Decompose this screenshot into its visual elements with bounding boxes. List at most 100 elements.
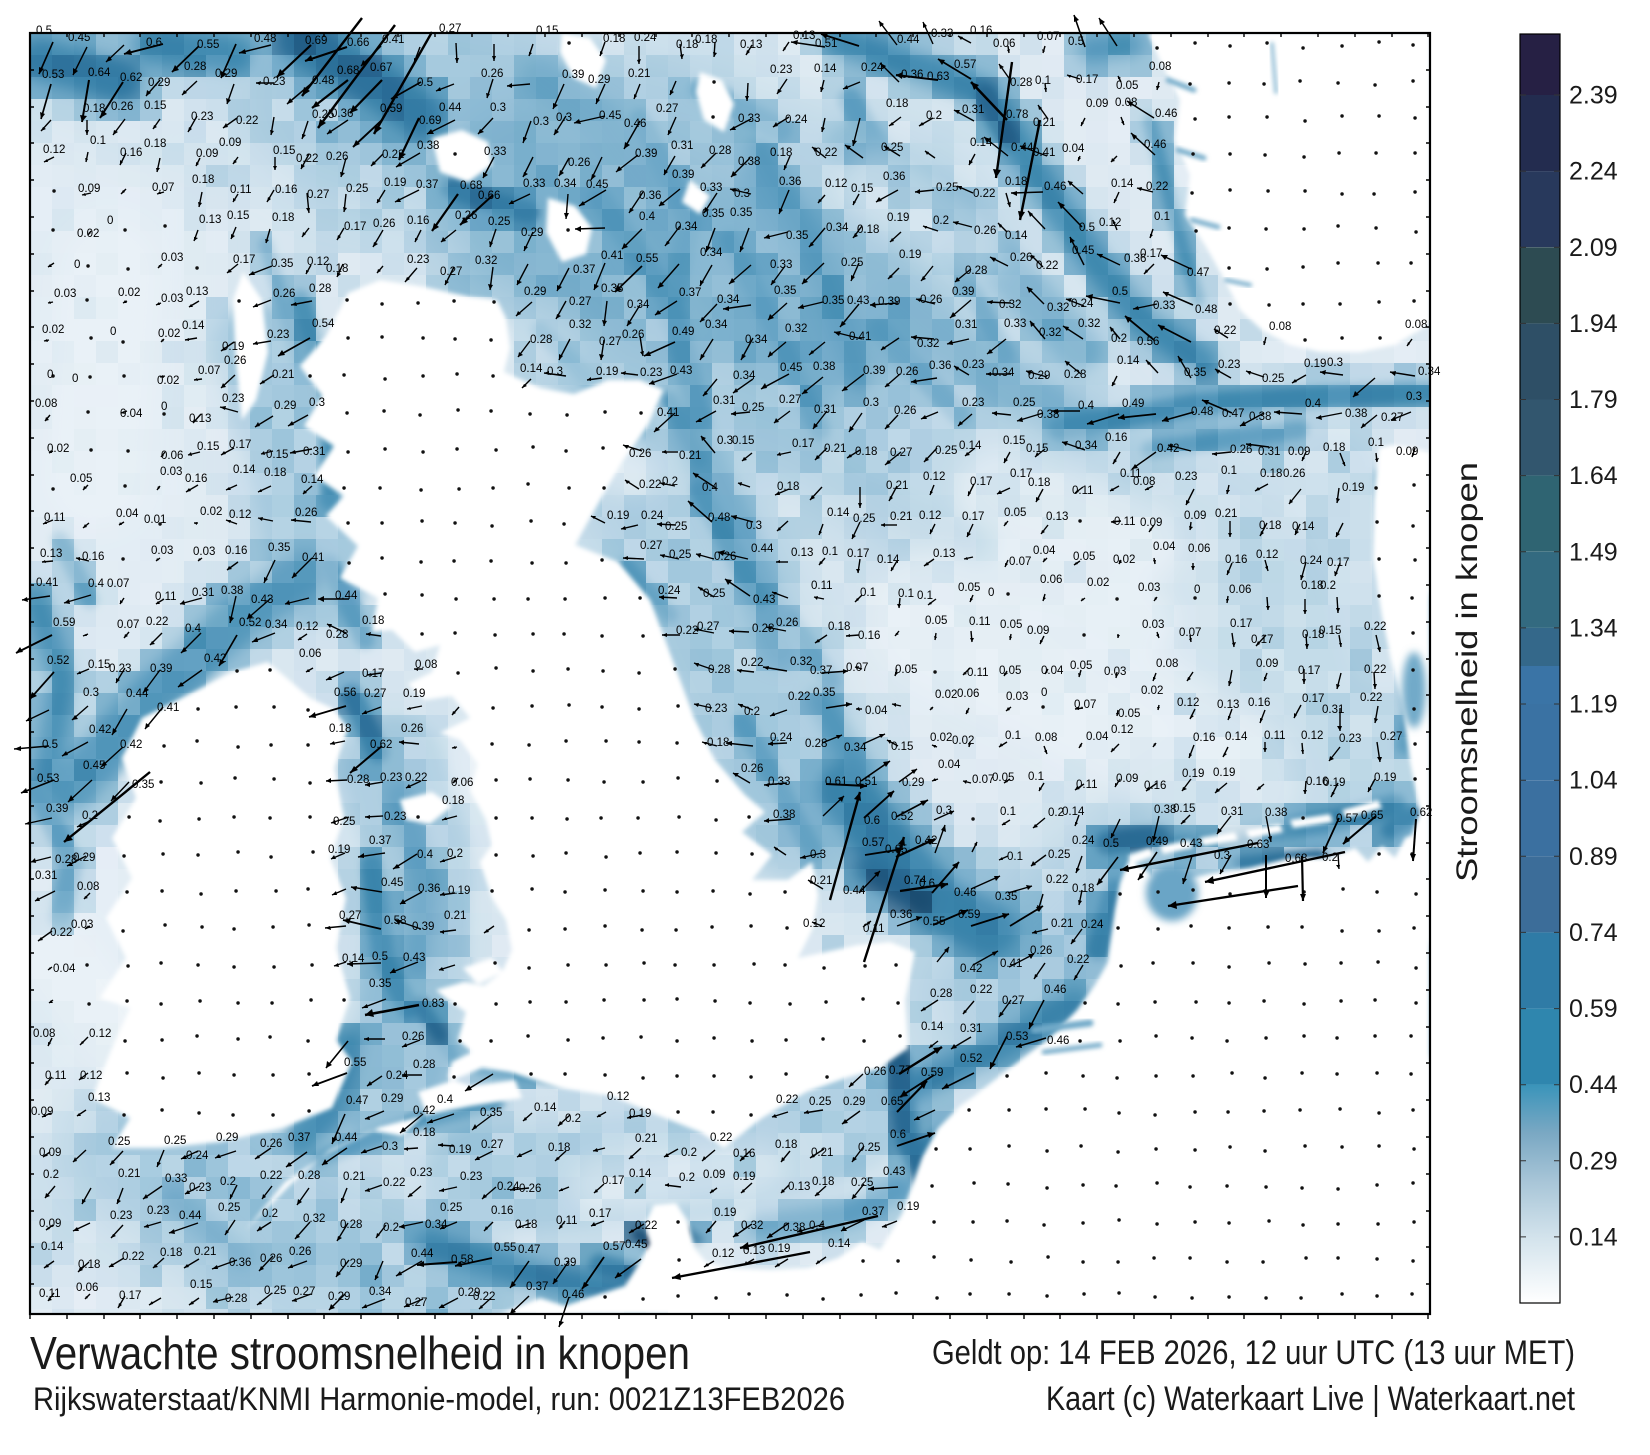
svg-text:0.36: 0.36 (331, 108, 353, 120)
svg-text:0.14: 0.14 (342, 953, 365, 965)
svg-text:0.25: 0.25 (742, 402, 764, 414)
svg-text:0.12: 0.12 (1177, 697, 1199, 709)
svg-text:0.15: 0.15 (1173, 803, 1195, 815)
svg-text:0.18: 0.18 (1323, 442, 1345, 454)
svg-text:0.4: 0.4 (702, 482, 719, 494)
svg-text:0.34: 0.34 (844, 742, 867, 754)
svg-text:0.34: 0.34 (369, 1286, 392, 1298)
svg-text:0.25: 0.25 (881, 142, 903, 154)
svg-text:0.12: 0.12 (712, 1248, 734, 1260)
svg-text:0.12: 0.12 (43, 144, 65, 156)
svg-text:0.16: 0.16 (858, 630, 880, 642)
svg-text:0.38: 0.38 (1249, 411, 1271, 423)
svg-text:0.35: 0.35 (702, 208, 724, 220)
svg-text:0.08: 0.08 (35, 398, 57, 410)
svg-text:0.58: 0.58 (451, 1254, 473, 1266)
svg-text:0.36: 0.36 (229, 1257, 251, 1269)
svg-text:0.26: 0.26 (622, 329, 644, 341)
svg-text:0.19: 0.19 (1213, 767, 1235, 779)
svg-text:0.64: 0.64 (88, 67, 111, 79)
svg-text:0.02: 0.02 (935, 689, 957, 701)
svg-text:0.05: 0.05 (1116, 80, 1138, 92)
svg-text:0.33: 0.33 (484, 146, 506, 158)
svg-text:0: 0 (74, 259, 80, 271)
svg-text:0.21: 0.21 (628, 68, 650, 80)
svg-text:0.13: 0.13 (88, 1092, 110, 1104)
svg-text:0.47: 0.47 (1187, 267, 1209, 279)
svg-text:0.35: 0.35 (271, 258, 293, 270)
svg-text:0.16: 0.16 (1248, 697, 1270, 709)
svg-text:0.15: 0.15 (891, 741, 913, 753)
svg-text:0.35: 0.35 (369, 978, 391, 990)
svg-text:0.03: 0.03 (1006, 691, 1028, 703)
svg-text:0.43: 0.43 (753, 594, 775, 606)
svg-text:0.31: 0.31 (671, 140, 693, 152)
svg-text:0.05: 0.05 (999, 665, 1021, 677)
svg-text:0.36: 0.36 (890, 909, 912, 921)
svg-text:0.2: 0.2 (383, 1222, 399, 1234)
svg-text:0.09: 0.09 (78, 183, 100, 195)
svg-text:0.45: 0.45 (586, 179, 608, 191)
svg-text:0.59: 0.59 (958, 909, 980, 921)
svg-text:0.17: 0.17 (362, 668, 384, 680)
svg-text:0.02: 0.02 (157, 375, 179, 387)
svg-text:0.42: 0.42 (89, 724, 111, 736)
svg-text:0.46: 0.46 (1144, 139, 1166, 151)
svg-text:0.39: 0.39 (635, 148, 657, 160)
svg-text:0.15: 0.15 (732, 435, 754, 447)
svg-text:0.28: 0.28 (752, 623, 774, 635)
svg-text:0.09: 0.09 (1184, 510, 1206, 522)
svg-text:0.17: 0.17 (962, 511, 984, 523)
svg-text:0.38: 0.38 (1345, 408, 1367, 420)
svg-text:0.24: 0.24 (1072, 835, 1095, 847)
svg-text:0.05: 0.05 (1004, 507, 1026, 519)
svg-text:0.17: 0.17 (233, 254, 255, 266)
svg-text:0.65: 0.65 (881, 1096, 903, 1108)
svg-text:0.14: 0.14 (959, 440, 982, 452)
svg-text:0.38: 0.38 (813, 361, 835, 373)
svg-text:0.11: 0.11 (1114, 516, 1136, 528)
svg-text:0.11: 0.11 (863, 923, 885, 935)
svg-text:0.03: 0.03 (1138, 582, 1160, 594)
svg-text:0.25: 0.25 (440, 1202, 462, 1214)
svg-text:0.21: 0.21 (679, 450, 701, 462)
svg-text:0.18: 0.18 (707, 737, 729, 749)
svg-text:0.39: 0.39 (412, 921, 434, 933)
svg-text:0.29: 0.29 (148, 77, 170, 89)
svg-text:0.22: 0.22 (710, 1132, 732, 1144)
svg-text:0.12: 0.12 (923, 471, 945, 483)
svg-text:0.23: 0.23 (705, 703, 727, 715)
svg-text:0.41: 0.41 (382, 34, 404, 46)
svg-text:0.3: 0.3 (746, 520, 762, 532)
svg-text:0.11: 0.11 (969, 616, 991, 628)
svg-text:0.66: 0.66 (478, 190, 500, 202)
svg-text:0.28: 0.28 (413, 1059, 435, 1071)
svg-text:0.3: 0.3 (1214, 850, 1230, 862)
svg-text:0.26: 0.26 (920, 294, 942, 306)
svg-text:0.22: 0.22 (970, 984, 992, 996)
svg-text:0.26: 0.26 (894, 405, 916, 417)
svg-text:0.55: 0.55 (197, 39, 219, 51)
svg-text:0.33: 0.33 (738, 113, 760, 125)
svg-text:0.39: 0.39 (863, 365, 885, 377)
svg-text:0.02: 0.02 (1113, 554, 1135, 566)
svg-text:0: 0 (72, 373, 78, 385)
svg-text:1.64: 1.64 (1569, 462, 1618, 490)
svg-text:0.58: 0.58 (384, 915, 406, 927)
svg-text:0.19: 0.19 (222, 341, 244, 353)
svg-text:0.57: 0.57 (954, 59, 976, 71)
svg-text:0.2: 0.2 (933, 215, 949, 227)
svg-text:0.62: 0.62 (120, 72, 142, 84)
svg-text:0.42: 0.42 (1157, 443, 1179, 455)
svg-text:0.26: 0.26 (974, 225, 996, 237)
svg-text:0: 0 (110, 326, 116, 338)
svg-text:0.06: 0.06 (161, 450, 183, 462)
svg-text:0.11: 0.11 (155, 591, 177, 603)
svg-text:0.18: 0.18 (326, 263, 348, 275)
svg-text:0.63: 0.63 (927, 71, 949, 83)
svg-text:0.19: 0.19 (384, 177, 406, 189)
svg-text:0.15: 0.15 (227, 210, 249, 222)
svg-text:0.46: 0.46 (624, 118, 646, 130)
svg-text:0.34: 0.34 (992, 367, 1015, 379)
svg-text:0.17: 0.17 (1230, 618, 1252, 630)
